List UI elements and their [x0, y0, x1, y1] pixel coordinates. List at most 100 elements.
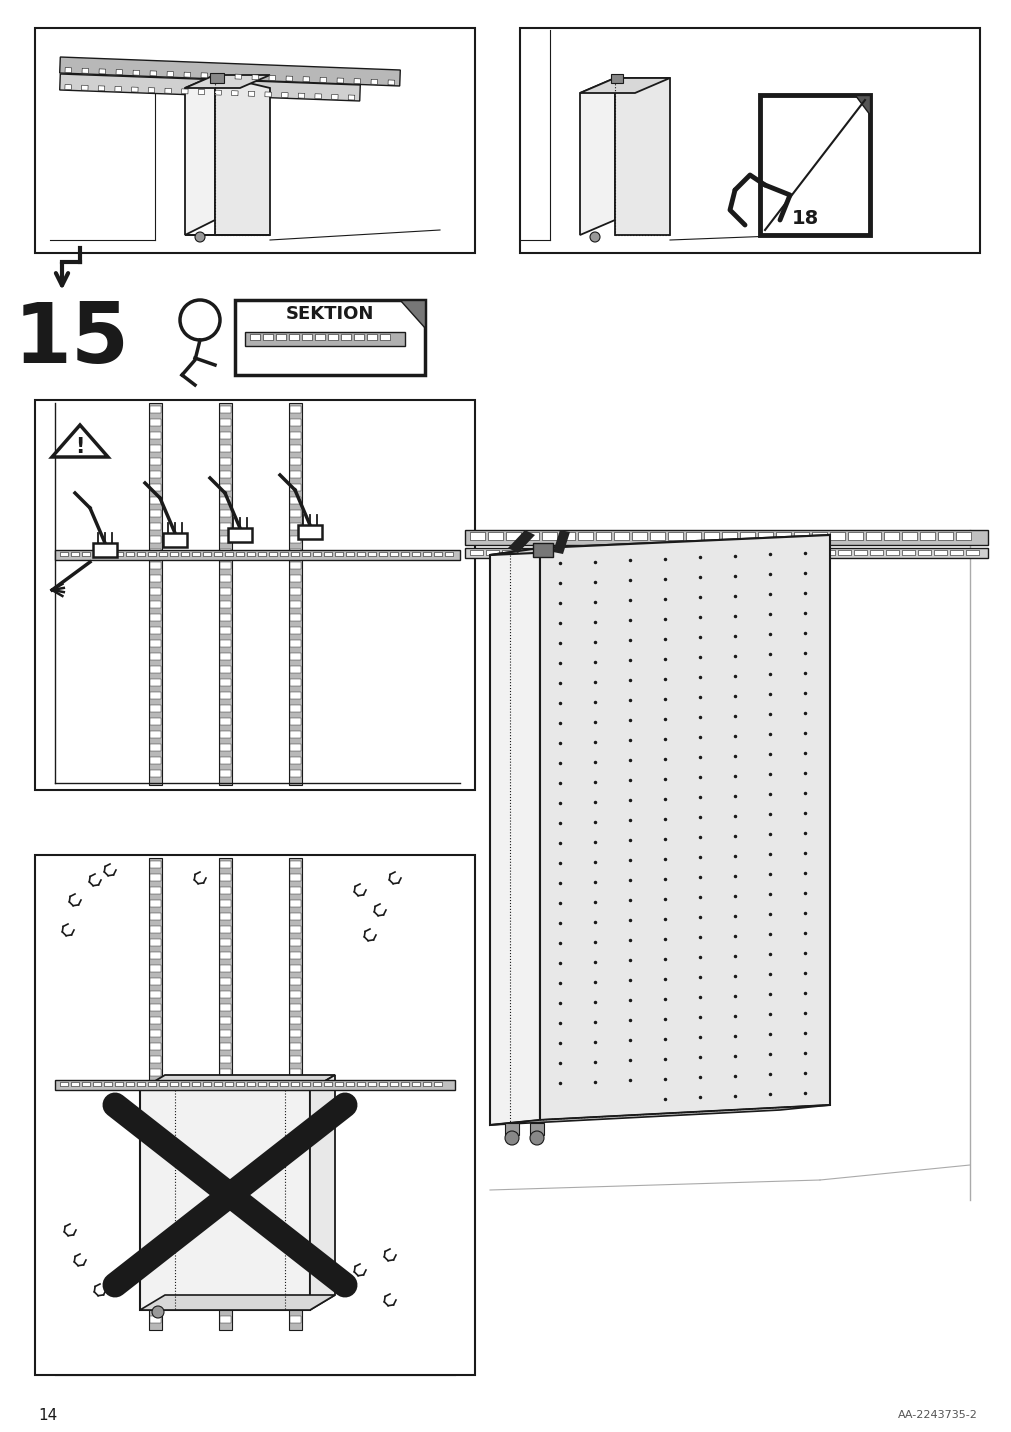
Bar — [219, 861, 231, 868]
Bar — [150, 1239, 161, 1244]
Bar — [434, 1083, 442, 1085]
Circle shape — [504, 1131, 519, 1146]
Bar — [290, 1121, 300, 1128]
Bar — [757, 550, 770, 556]
Bar — [534, 550, 547, 556]
Bar — [290, 886, 300, 894]
Bar — [60, 551, 68, 556]
Bar — [236, 551, 244, 556]
Bar — [219, 445, 231, 453]
Bar — [704, 533, 718, 540]
Polygon shape — [235, 74, 242, 79]
Bar — [346, 1083, 354, 1085]
Bar — [60, 1083, 68, 1085]
Bar — [290, 627, 300, 634]
Bar — [219, 548, 231, 556]
Bar — [290, 1290, 300, 1297]
Bar — [170, 1083, 178, 1085]
Bar — [247, 551, 255, 556]
Bar — [219, 692, 231, 699]
Bar — [933, 550, 946, 556]
Bar — [280, 551, 288, 556]
Bar — [148, 1083, 156, 1085]
Bar — [518, 550, 531, 556]
Bar — [289, 858, 301, 1330]
Polygon shape — [181, 89, 188, 95]
Bar — [290, 770, 300, 778]
Bar — [290, 991, 300, 998]
Bar — [901, 533, 916, 540]
Bar — [35, 855, 474, 1375]
Bar — [290, 705, 300, 712]
Bar — [630, 550, 642, 556]
Bar — [219, 965, 231, 972]
Polygon shape — [489, 1106, 829, 1126]
Polygon shape — [298, 93, 304, 99]
Polygon shape — [348, 95, 355, 100]
Bar — [150, 770, 161, 778]
Bar — [219, 1055, 231, 1063]
Bar — [150, 758, 161, 765]
Bar — [884, 533, 898, 540]
Bar — [290, 484, 300, 491]
Bar — [314, 334, 325, 339]
Bar — [150, 1095, 161, 1103]
Bar — [150, 1173, 161, 1180]
Bar — [290, 978, 300, 985]
Circle shape — [195, 232, 205, 242]
Bar — [150, 679, 161, 686]
Bar — [290, 692, 300, 699]
Bar — [150, 692, 161, 699]
Bar — [290, 653, 300, 660]
Bar — [219, 730, 231, 737]
Polygon shape — [60, 57, 400, 86]
Bar — [542, 533, 556, 540]
Bar — [847, 533, 862, 540]
Bar — [219, 705, 231, 712]
Bar — [434, 551, 442, 556]
Polygon shape — [185, 74, 270, 87]
Bar — [150, 561, 161, 569]
Bar — [290, 510, 300, 517]
Bar — [290, 1211, 300, 1219]
Polygon shape — [489, 548, 540, 1126]
Bar — [149, 858, 162, 1330]
Bar — [341, 334, 351, 339]
Bar — [759, 95, 869, 235]
Bar — [290, 1160, 300, 1167]
Bar — [71, 551, 79, 556]
Bar — [464, 530, 987, 546]
Polygon shape — [198, 89, 204, 95]
Bar — [291, 551, 298, 556]
Bar — [549, 550, 562, 556]
Bar — [55, 550, 460, 560]
Polygon shape — [232, 90, 238, 96]
Bar — [150, 640, 161, 647]
Bar — [104, 1083, 112, 1085]
Bar — [598, 550, 611, 556]
Bar — [263, 334, 273, 339]
Bar — [219, 523, 231, 530]
Polygon shape — [148, 87, 155, 93]
Bar — [219, 1252, 231, 1257]
Bar — [685, 533, 701, 540]
Bar — [721, 533, 736, 540]
Bar — [150, 978, 161, 985]
Bar — [219, 1211, 231, 1219]
Bar — [210, 73, 223, 83]
Bar — [150, 1070, 161, 1075]
Polygon shape — [269, 76, 275, 80]
Bar — [219, 497, 231, 504]
Bar — [487, 533, 502, 540]
Bar — [649, 533, 664, 540]
Bar — [224, 1083, 233, 1085]
Bar — [150, 1160, 161, 1167]
Bar — [150, 1224, 161, 1232]
Polygon shape — [399, 299, 425, 328]
Bar — [219, 1134, 231, 1141]
Polygon shape — [150, 70, 157, 76]
Bar — [614, 550, 627, 556]
Bar — [181, 1083, 189, 1085]
Bar — [150, 548, 161, 556]
Bar — [289, 334, 298, 339]
